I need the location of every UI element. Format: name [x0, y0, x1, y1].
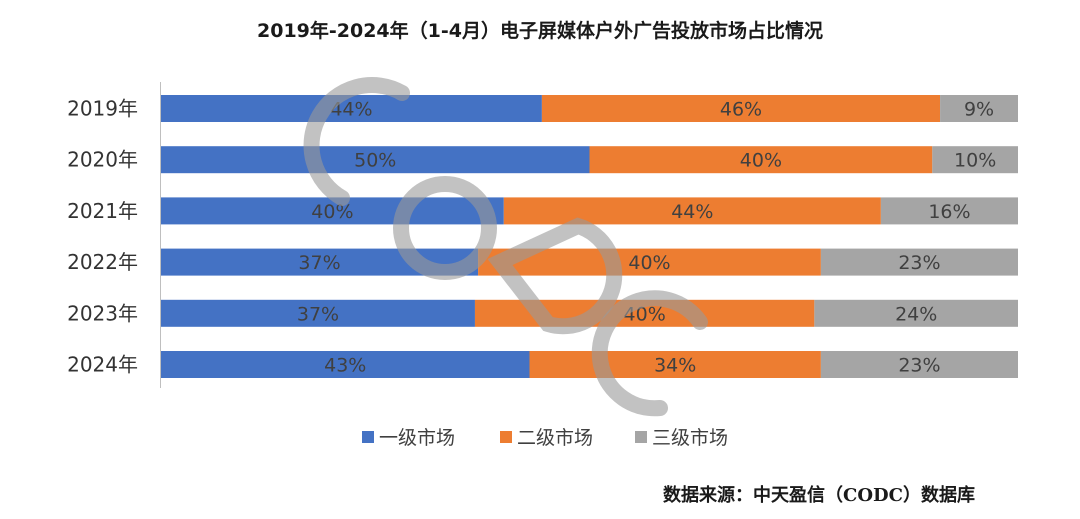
data-label: 43% — [324, 355, 366, 377]
data-label: 44% — [671, 201, 713, 223]
category-label: 2022年 — [67, 250, 138, 274]
bar-segment-1-1 — [161, 95, 542, 122]
data-label: 40% — [740, 150, 782, 172]
category-label: 2019年 — [67, 97, 138, 121]
legend: 一级市场 二级市场 三级市场 — [362, 427, 728, 449]
category-label: 2020年 — [67, 148, 138, 172]
bar-segment-2-3 — [503, 197, 881, 225]
data-label: 34% — [654, 355, 696, 377]
legend-label: 一级市场 — [379, 427, 455, 449]
data-label: 37% — [297, 303, 339, 325]
legend-label: 二级市场 — [517, 427, 593, 449]
bar-segment-3-4 — [820, 248, 1018, 276]
data-label: 9% — [964, 99, 994, 121]
chart-title: 2019年-2024年（1-4月）电子屏媒体户外广告投放市场占比情况 — [257, 19, 823, 42]
data-label: 40% — [311, 201, 353, 223]
data-label: 37% — [298, 252, 340, 274]
data-label: 10% — [954, 150, 996, 172]
category-label: 2023年 — [67, 301, 138, 325]
data-label: 44% — [330, 99, 372, 121]
bar-segment-3-1 — [940, 95, 1018, 122]
legend-swatch — [500, 431, 512, 443]
category-labels: 2019年 2020年 2021年 2022年 2023年 2024年 — [67, 97, 138, 377]
bar-segment-1-6 — [161, 351, 530, 378]
category-label: 2021年 — [67, 199, 138, 223]
bar-segment-3-6 — [820, 351, 1018, 378]
bar-segment-2-2 — [589, 146, 933, 174]
legend-label: 三级市场 — [652, 427, 728, 449]
bar-segment-1-2 — [161, 146, 590, 174]
bar-segment-2-6 — [529, 351, 821, 378]
codc-watermark — [303, 77, 708, 417]
bar-segment-1-5 — [161, 299, 475, 327]
category-label: 2024年 — [67, 353, 138, 377]
bar-segment-1-3 — [161, 197, 504, 225]
data-label: 24% — [895, 303, 937, 325]
source-note: 数据来源：中天盈信（CODC）数据库 — [663, 484, 975, 506]
bar-area: 44% 46% 9%50% 40% 10%40% 44% 16%37% 40% 23%37% 40… — [161, 95, 1018, 378]
data-label: 46% — [720, 99, 762, 121]
legend-swatch — [635, 431, 647, 443]
bar-segment-3-5 — [814, 299, 1018, 327]
legend-swatch — [362, 431, 374, 443]
bar-segment-3-2 — [932, 146, 1018, 174]
data-label: 23% — [898, 252, 940, 274]
data-label: 16% — [928, 201, 970, 223]
bar-segment-3-3 — [880, 197, 1018, 225]
data-label: 23% — [898, 355, 940, 377]
bar-segment-2-1 — [541, 95, 941, 122]
data-label: 50% — [354, 150, 396, 172]
data-label: 40% — [628, 252, 670, 274]
